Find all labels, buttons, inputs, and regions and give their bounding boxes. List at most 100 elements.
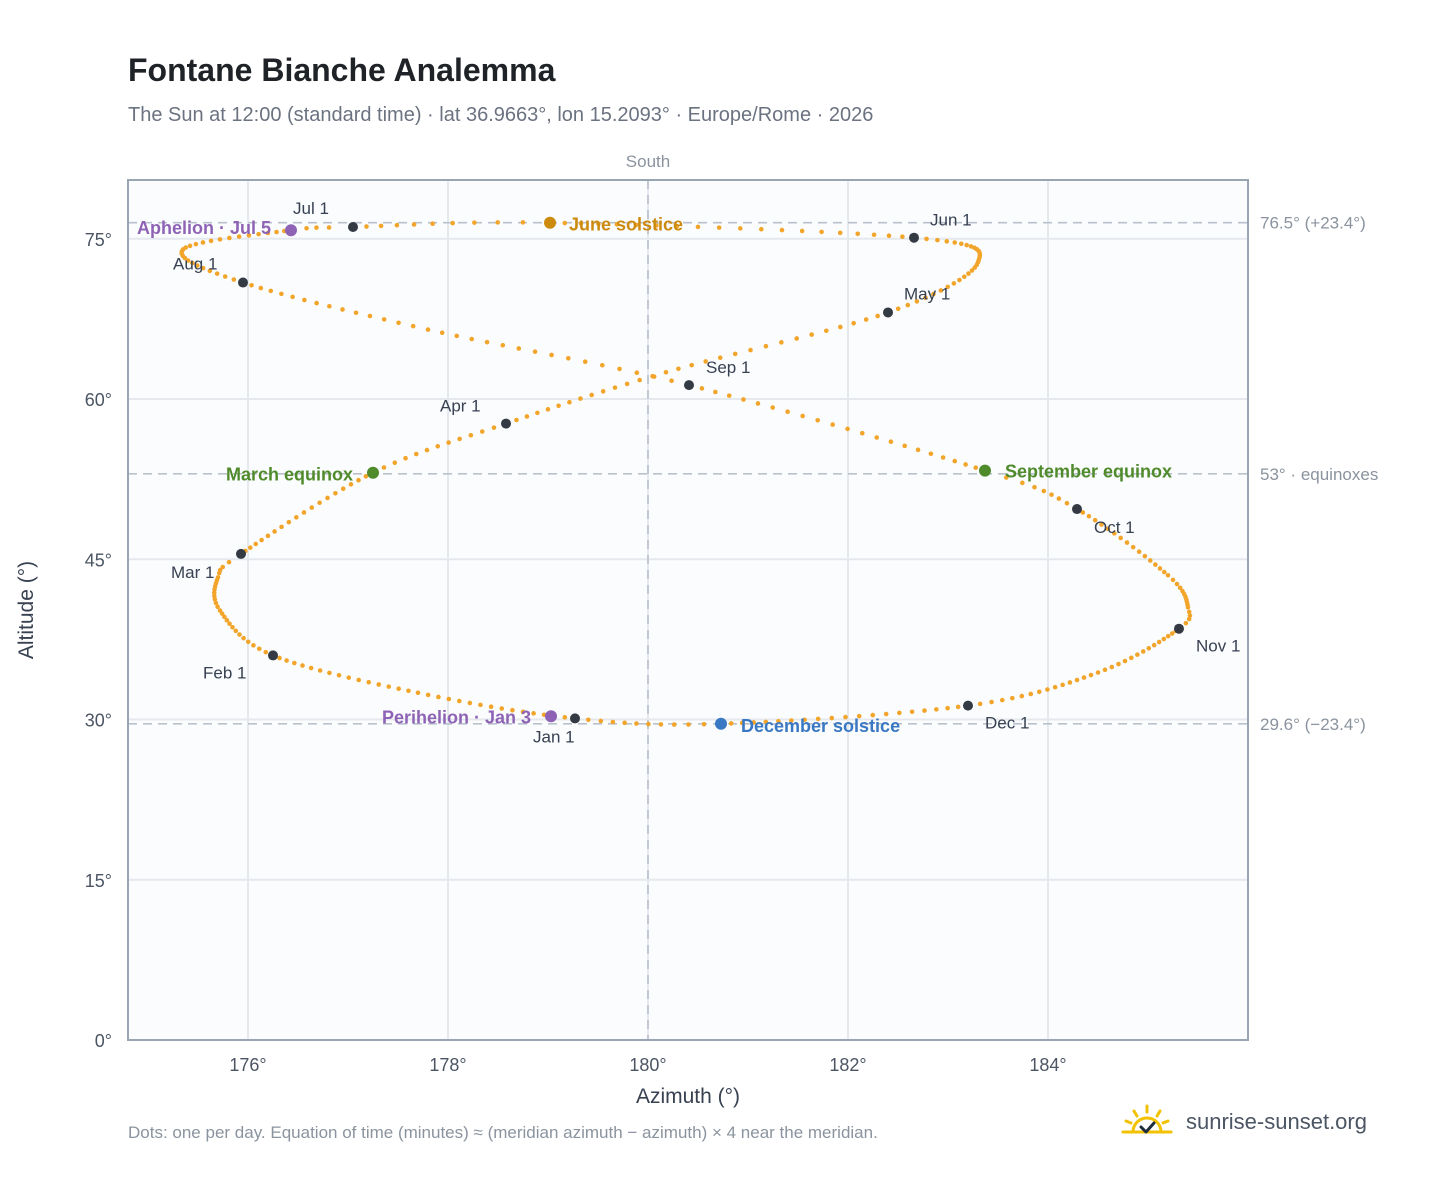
daily-sun-dot — [469, 336, 475, 342]
daily-sun-dot — [1060, 682, 1065, 688]
daily-sun-dot — [340, 486, 346, 492]
brand-name: sunrise-sunset.org — [1186, 1109, 1367, 1134]
daily-sun-dot — [478, 702, 483, 708]
daily-sun-dot — [973, 465, 979, 470]
month-marker-dot — [501, 418, 511, 429]
daily-sun-dot — [695, 224, 701, 230]
daily-sun-dot — [895, 306, 901, 312]
daily-sun-dot — [952, 240, 958, 245]
daily-sun-dot — [290, 294, 295, 300]
daily-sun-dot — [233, 628, 239, 634]
daily-sun-dot — [279, 291, 284, 297]
daily-sun-dot — [886, 233, 892, 239]
daily-sun-dot — [286, 519, 292, 525]
daily-sun-dot — [230, 624, 235, 630]
daily-sun-dot — [277, 655, 282, 661]
daily-sun-dot — [823, 328, 829, 334]
daily-sun-dot — [1109, 664, 1115, 670]
reference-line-label: 53° · equinoxes — [1260, 465, 1378, 484]
daily-sun-dot — [1140, 649, 1146, 654]
daily-sun-dot — [217, 608, 223, 613]
daily-sun-dot — [381, 465, 387, 470]
daily-sun-dot — [914, 299, 920, 304]
daily-sun-dot — [934, 707, 939, 712]
daily-sun-dot — [435, 443, 441, 449]
brand[interactable]: sunrise-sunset.org — [1120, 1100, 1367, 1144]
daily-sun-dot — [1183, 620, 1189, 626]
daily-sun-dot — [1185, 605, 1191, 610]
daily-sun-dot — [1074, 677, 1080, 683]
daily-sun-dot — [612, 385, 618, 390]
event-marker-label: March equinox — [226, 465, 353, 485]
month-marker-label: Oct 1 — [1094, 518, 1135, 537]
daily-sun-dot — [1067, 680, 1073, 685]
month-marker-dot — [268, 650, 278, 661]
daily-sun-dot — [292, 660, 297, 666]
y-tick-label: 30° — [85, 711, 112, 731]
daily-sun-dot — [226, 559, 232, 565]
plot-area — [128, 180, 1248, 1040]
daily-sun-dot — [246, 233, 252, 238]
daily-sun-dot — [1080, 510, 1086, 515]
daily-sun-dot — [1102, 667, 1108, 673]
month-marker-dot — [1072, 504, 1082, 515]
x-tick-label: 178° — [429, 1055, 466, 1075]
daily-sun-dot — [1112, 531, 1117, 536]
daily-sun-dot — [819, 229, 824, 235]
daily-sun-dot — [945, 284, 951, 290]
daily-sun-dot — [556, 403, 561, 409]
daily-sun-dot — [883, 711, 889, 717]
daily-sun-dot — [302, 297, 307, 303]
y-axis-ticks: 0° 15° 30° 45° 60° 75° — [85, 230, 112, 1051]
daily-sun-dot — [837, 230, 843, 236]
daily-sun-dot — [484, 339, 490, 345]
daily-sun-dot — [336, 673, 342, 678]
daily-sun-dot — [378, 223, 384, 229]
daily-sun-dot — [940, 455, 946, 460]
x-axis-label: Azimuth (°) — [636, 1085, 740, 1108]
daily-sun-dot — [1116, 661, 1121, 667]
daily-sun-dot — [1169, 631, 1175, 636]
daily-sun-dot — [1157, 566, 1163, 571]
daily-sun-dot — [728, 721, 734, 726]
daily-sun-dot — [1124, 540, 1130, 545]
daily-sun-dot — [634, 370, 640, 376]
daily-sun-dot — [396, 686, 401, 692]
daily-sun-dot — [516, 346, 522, 351]
daily-sun-dot — [922, 708, 927, 713]
daily-sun-dot — [871, 232, 877, 238]
daily-sun-dot — [1036, 689, 1042, 695]
daily-sun-dot — [856, 713, 862, 719]
daily-sun-dot — [217, 237, 223, 242]
y-tick-label: 75° — [85, 230, 112, 250]
daily-sun-dot — [1095, 670, 1101, 675]
daily-sun-dot — [364, 224, 369, 229]
daily-sun-dot — [779, 227, 785, 233]
month-marker-label: Jan 1 — [533, 727, 575, 746]
daily-sun-dot — [900, 234, 905, 240]
daily-sun-dot — [274, 229, 279, 235]
daily-sun-dot — [770, 405, 776, 410]
daily-sun-dot — [450, 220, 455, 226]
daily-sun-dot — [674, 223, 680, 229]
daily-sun-dot — [356, 477, 361, 483]
event-marker-label: December solstice — [741, 716, 900, 736]
daily-sun-dot — [669, 378, 674, 384]
daily-sun-dot — [479, 429, 485, 434]
event-marker-dot — [545, 710, 557, 723]
daily-sun-dot — [340, 307, 345, 312]
daily-sun-dot — [356, 677, 362, 683]
daily-sun-dot — [1081, 675, 1087, 680]
daily-sun-dot — [1147, 558, 1153, 563]
daily-sun-dot — [396, 320, 401, 326]
month-marker-label: Aug 1 — [173, 255, 217, 274]
month-marker-label: Feb 1 — [203, 663, 246, 682]
daily-sun-dot — [838, 324, 843, 330]
daily-sun-dot — [268, 288, 274, 294]
daily-sun-dot — [467, 700, 473, 706]
daily-sun-dot — [726, 393, 732, 398]
daily-sun-dot — [256, 646, 262, 652]
event-marker-dot — [285, 224, 297, 237]
daily-sun-dot — [301, 510, 307, 515]
daily-sun-dot — [1086, 513, 1092, 519]
